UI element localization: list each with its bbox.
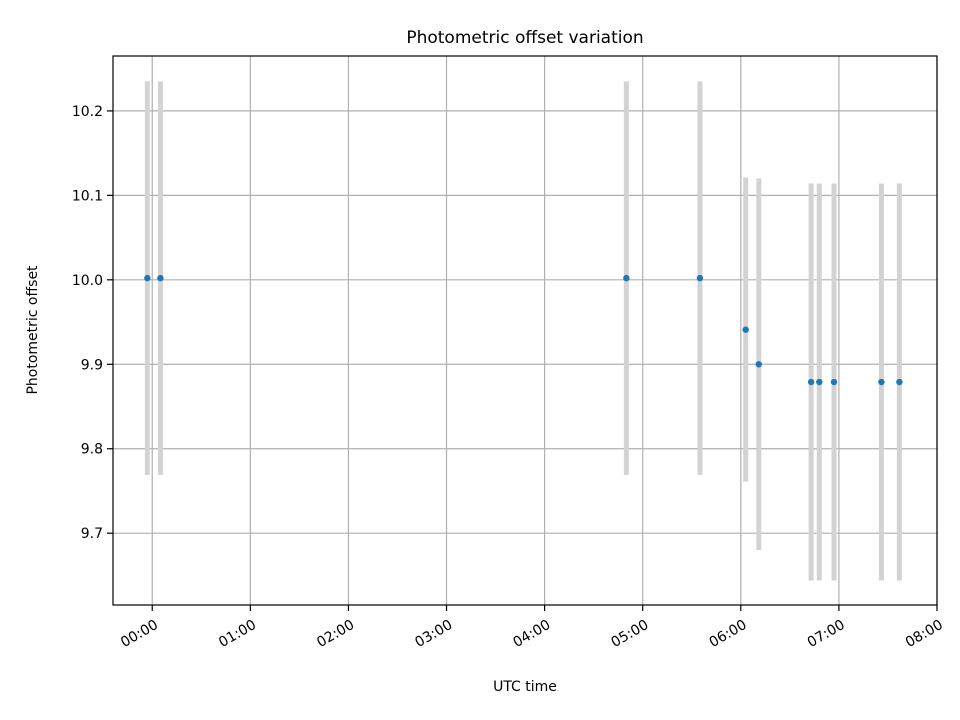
- data-point: [696, 274, 704, 282]
- data-point: [755, 361, 762, 368]
- y-tick-label: 10.2: [72, 104, 103, 120]
- data-point: [157, 274, 164, 282]
- data-point: [807, 378, 815, 386]
- data-point: [742, 326, 749, 333]
- plot-frame: [112, 55, 938, 606]
- data-point: [878, 378, 885, 386]
- data-point: [896, 378, 903, 386]
- data-point: [623, 274, 630, 282]
- grid: [113, 56, 938, 605]
- y-axis-ticks: 9.7 9.8 9.9 10.0 10.1 10.2: [72, 104, 113, 542]
- y-tick-label: 10.0: [72, 273, 103, 289]
- data-point: [816, 378, 823, 386]
- data-point: [144, 274, 151, 282]
- y-tick-label: 10.1: [72, 188, 103, 204]
- data-point: [830, 378, 838, 386]
- y-tick-label: 9.8: [81, 442, 103, 458]
- x-axis-title: UTC time: [493, 679, 557, 695]
- y-tick-label: 9.9: [81, 357, 103, 373]
- chart-title: Photometric offset variation: [406, 28, 643, 48]
- data-points: [144, 274, 903, 386]
- y-axis-title: Photometric offset: [25, 265, 41, 395]
- y-tick-label: 9.7: [81, 526, 103, 542]
